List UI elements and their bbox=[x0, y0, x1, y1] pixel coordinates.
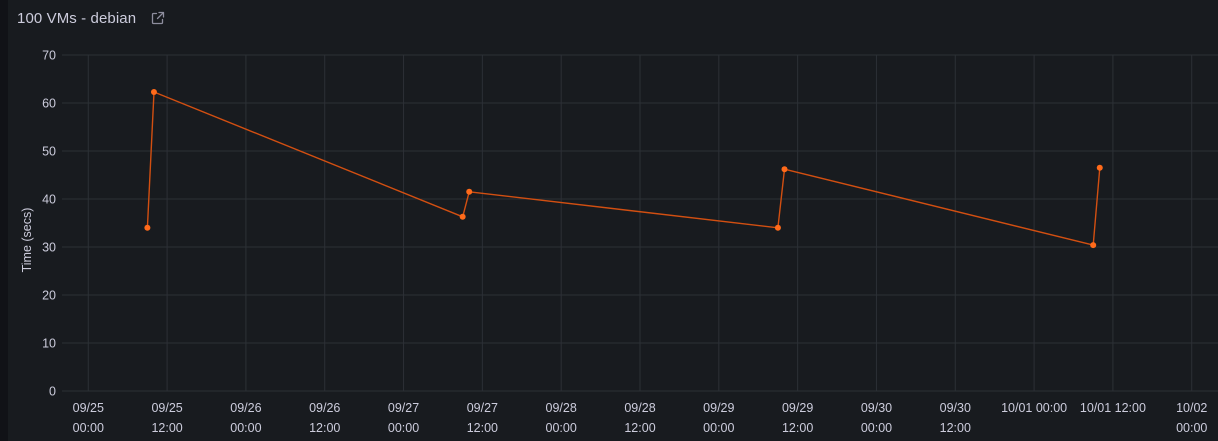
x-tick-label: 09/28 bbox=[546, 401, 577, 415]
x-tick-label-time: 00:00 bbox=[73, 421, 104, 435]
data-point[interactable] bbox=[466, 189, 472, 195]
x-tick-label-time: 12:00 bbox=[940, 421, 971, 435]
x-tick-label: 09/26 bbox=[230, 401, 261, 415]
x-tick-label-time: 12:00 bbox=[309, 421, 340, 435]
x-tick-label: 09/30 bbox=[861, 401, 892, 415]
x-tick-label-time: 12:00 bbox=[151, 421, 182, 435]
x-tick-label: 09/28 bbox=[624, 401, 655, 415]
x-tick-label-time: 00:00 bbox=[546, 421, 577, 435]
y-tick-label: 20 bbox=[42, 289, 56, 303]
x-tick-label: 09/29 bbox=[703, 401, 734, 415]
data-point[interactable] bbox=[1097, 165, 1103, 171]
data-point[interactable] bbox=[775, 225, 781, 231]
data-point[interactable] bbox=[460, 214, 466, 220]
x-tick-label: 09/27 bbox=[388, 401, 419, 415]
x-tick-label-time: 12:00 bbox=[624, 421, 655, 435]
x-tick-label: 09/30 bbox=[940, 401, 971, 415]
x-tick-label: 09/29 bbox=[782, 401, 813, 415]
y-tick-label: 50 bbox=[42, 145, 56, 159]
x-tick-label-time: 00:00 bbox=[1176, 421, 1207, 435]
x-tick-label-time: 12:00 bbox=[782, 421, 813, 435]
data-point[interactable] bbox=[144, 225, 150, 231]
x-tick-label: 09/27 bbox=[467, 401, 498, 415]
y-axis-label: Time (secs) bbox=[20, 208, 34, 273]
x-tick-label-time: 12:00 bbox=[467, 421, 498, 435]
series-line bbox=[147, 92, 1099, 245]
y-axis: 0 10 20 30 40 50 60 70 bbox=[42, 49, 56, 399]
x-tick-label: 10/01 12:00 bbox=[1080, 401, 1146, 415]
data-point[interactable] bbox=[782, 166, 788, 172]
data-point[interactable] bbox=[151, 89, 157, 95]
y-tick-label: 40 bbox=[42, 193, 56, 207]
x-tick-label: 10/02 bbox=[1176, 401, 1207, 415]
x-tick-label-time: 00:00 bbox=[703, 421, 734, 435]
x-tick-label-time: 00:00 bbox=[861, 421, 892, 435]
x-tick-label-time: 00:00 bbox=[388, 421, 419, 435]
y-tick-label: 60 bbox=[42, 97, 56, 111]
x-tick-label: 10/01 00:00 bbox=[1001, 401, 1067, 415]
x-tick-label-time: 00:00 bbox=[230, 421, 261, 435]
data-point[interactable] bbox=[1090, 242, 1096, 248]
grid bbox=[62, 55, 1218, 391]
x-tick-label: 09/26 bbox=[309, 401, 340, 415]
x-tick-label: 09/25 bbox=[73, 401, 104, 415]
y-tick-label: 30 bbox=[42, 241, 56, 255]
x-axis: 09/25 00:00 09/25 12:00 09/26 00:00 09/26 12:00… bbox=[73, 401, 1208, 435]
y-tick-label: 10 bbox=[42, 337, 56, 351]
y-tick-label: 0 bbox=[49, 385, 56, 399]
x-tick-label: 09/25 bbox=[151, 401, 182, 415]
y-tick-label: 70 bbox=[42, 49, 56, 63]
series bbox=[144, 89, 1102, 248]
